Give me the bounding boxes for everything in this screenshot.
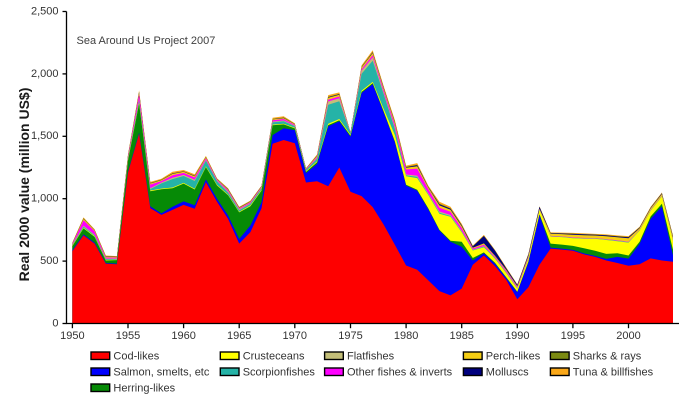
svg-text:Sea Around Us Project 2007: Sea Around Us Project 2007 <box>77 35 216 47</box>
svg-text:1,000: 1,000 <box>31 193 59 205</box>
svg-text:Real 2000 value (million US$): Real 2000 value (million US$) <box>16 88 32 282</box>
svg-text:2,000: 2,000 <box>31 68 59 80</box>
svg-text:500: 500 <box>40 255 58 267</box>
svg-text:2,500: 2,500 <box>31 5 59 17</box>
svg-text:1965: 1965 <box>227 330 251 342</box>
svg-text:Tuna & billfishes: Tuna & billfishes <box>573 367 654 379</box>
svg-text:1955: 1955 <box>116 330 140 342</box>
svg-text:1950: 1950 <box>60 330 84 342</box>
svg-text:1995: 1995 <box>561 330 585 342</box>
svg-text:1990: 1990 <box>505 330 529 342</box>
svg-text:0: 0 <box>52 317 58 329</box>
svg-text:1975: 1975 <box>338 330 362 342</box>
svg-text:1970: 1970 <box>283 330 307 342</box>
svg-text:1960: 1960 <box>171 330 195 342</box>
svg-text:1,500: 1,500 <box>31 130 59 142</box>
svg-text:Flatfishes: Flatfishes <box>347 351 395 363</box>
svg-text:Perch-likes: Perch-likes <box>486 351 541 363</box>
svg-text:Cod-likes: Cod-likes <box>113 351 159 363</box>
svg-text:1980: 1980 <box>394 330 418 342</box>
svg-text:Crusteceans: Crusteceans <box>243 351 305 363</box>
svg-text:Scorpionfishes: Scorpionfishes <box>243 367 316 379</box>
svg-text:2000: 2000 <box>616 330 640 342</box>
svg-text:Molluscs: Molluscs <box>486 367 529 379</box>
svg-text:Other fishes & inverts: Other fishes & inverts <box>347 367 453 379</box>
svg-text:Salmon, smelts, etc: Salmon, smelts, etc <box>113 367 209 379</box>
svg-text:Sharks & rays: Sharks & rays <box>573 351 642 363</box>
svg-text:1985: 1985 <box>449 330 473 342</box>
svg-text:Herring-likes: Herring-likes <box>113 383 175 395</box>
